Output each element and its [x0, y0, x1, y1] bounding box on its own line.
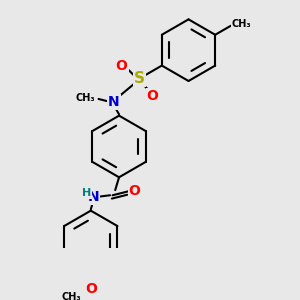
Text: CH₃: CH₃	[231, 20, 251, 29]
Text: O: O	[85, 282, 97, 296]
Text: S: S	[134, 71, 145, 86]
Text: CH₃: CH₃	[76, 93, 95, 103]
Text: O: O	[128, 184, 140, 198]
Text: CH₃: CH₃	[62, 292, 81, 300]
Text: N: N	[88, 190, 99, 203]
Text: N: N	[108, 94, 120, 109]
Text: O: O	[146, 89, 158, 103]
Text: O: O	[116, 58, 127, 73]
Text: H: H	[82, 188, 91, 199]
